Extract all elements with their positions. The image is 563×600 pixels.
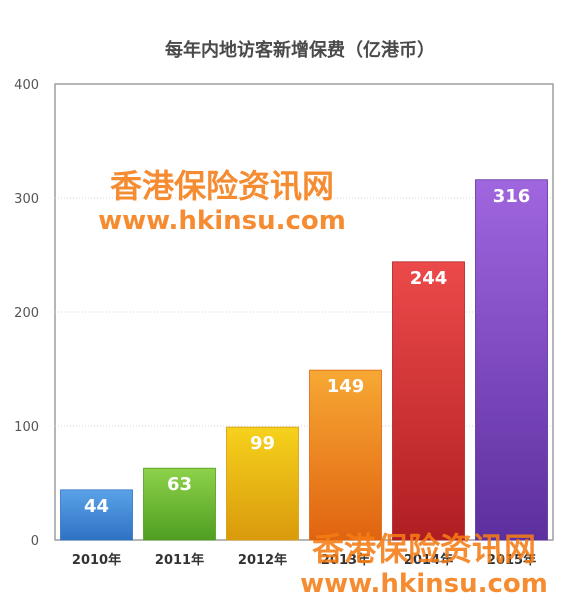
chart-title: 每年内地访客新增保费（亿港币） [165,39,435,61]
bar-value-label: 63 [167,474,192,495]
y-tick-label: 200 [14,306,39,321]
y-axis-ticks: 0 100 200 300 400 [14,78,39,549]
watermark-url-upper: www.hkinsu.com [98,206,346,236]
x-tick-label: 2011年 [155,552,204,568]
bar-value-label: 149 [327,376,365,397]
watermark-name-lower: 香港保险资讯网 [312,530,536,568]
bar [226,426,299,541]
bar [60,489,133,541]
x-tick-label: 2015年 [487,552,536,568]
bar-value-labels: 44 63 99 149 244 316 [84,186,530,517]
y-tick-label: 100 [14,420,39,435]
bar [309,369,382,541]
y-tick-label: 400 [14,78,39,93]
x-tick-label: 2013年 [321,552,370,568]
bar [475,179,548,541]
y-tick-label: 300 [14,192,39,207]
x-tick-label: 2010年 [72,552,121,568]
bar-value-label: 244 [410,268,448,289]
watermark-upper: 香港保险资讯网 www.hkinsu.com [98,167,346,236]
watermark-name-upper: 香港保险资讯网 [110,167,334,205]
grid-lines [55,197,553,427]
bars [60,179,548,541]
watermark-lower: 香港保险资讯网 www.hkinsu.com [300,530,548,599]
bar [143,467,216,541]
x-tick-label: 2014年 [404,552,453,568]
bar-value-label: 44 [84,496,109,517]
watermark-url-lower: www.hkinsu.com [300,569,548,599]
bar-value-label: 99 [250,433,275,454]
y-tick-label: 0 [31,534,39,549]
x-axis-ticks: 2010年 2011年 2012年 2013年 2014年 2015年 [72,552,536,568]
bar [392,261,465,541]
x-tick-label: 2012年 [238,552,287,568]
bar-value-label: 316 [493,186,531,207]
